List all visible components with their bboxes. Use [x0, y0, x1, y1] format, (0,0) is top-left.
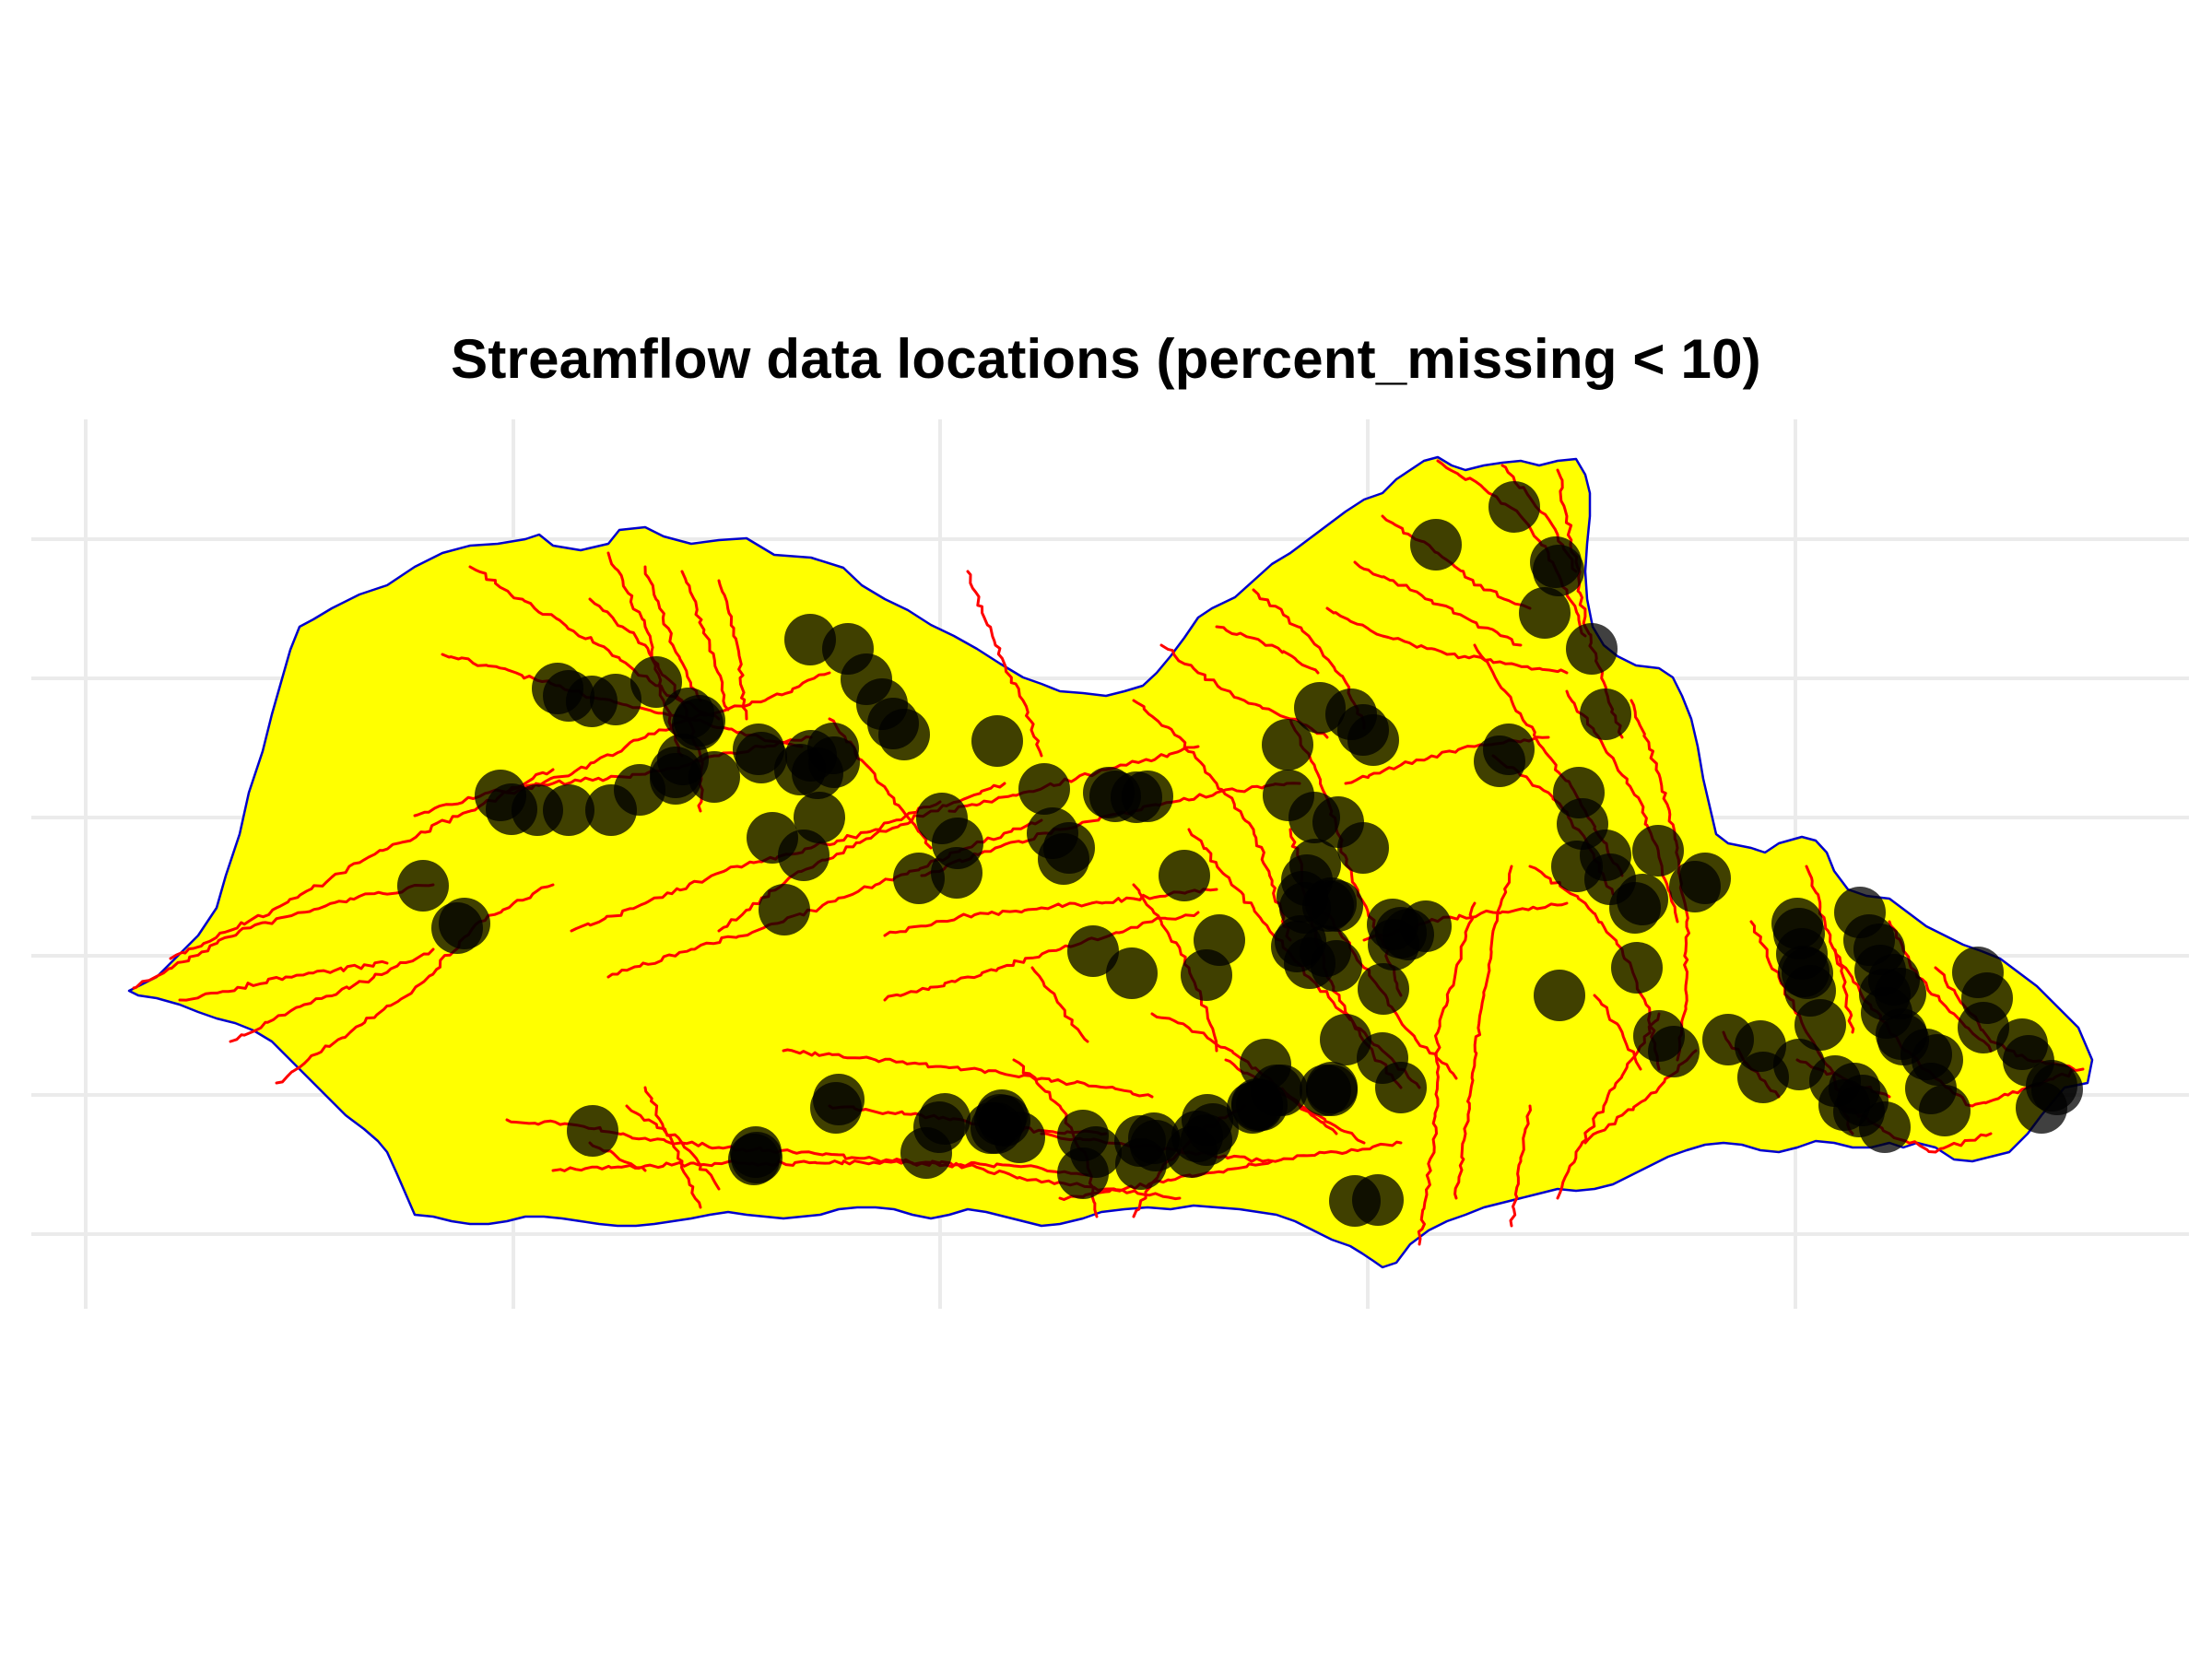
stream-57 — [1509, 1104, 1532, 1228]
plot-title: Streamflow data locations (percent_missi… — [451, 328, 1761, 390]
station-marker-49 — [931, 847, 982, 899]
station-marker-139 — [1961, 972, 2013, 1024]
station-marker-101 — [1669, 861, 1721, 912]
station-marker-2 — [1410, 519, 1462, 571]
station-marker-167 — [900, 1127, 952, 1179]
station-marker-130 — [1919, 1085, 1971, 1136]
station-marker-61 — [1159, 850, 1210, 901]
stream-72 — [1030, 966, 1089, 1043]
stream-19 — [883, 888, 1218, 937]
station-marker-72 — [1337, 822, 1389, 874]
station-marker-68 — [1262, 719, 1313, 771]
station-marker-58 — [1038, 833, 1089, 885]
station-marker-106 — [1648, 1026, 1700, 1077]
station-marker-7 — [1580, 688, 1631, 740]
station-marker-39 — [397, 860, 449, 912]
station-marker-180 — [1187, 1103, 1239, 1155]
station-marker-148 — [1320, 1014, 1371, 1065]
station-marker-59 — [1067, 925, 1119, 977]
station-marker-104 — [1611, 942, 1663, 994]
stream-22 — [782, 1048, 1154, 1099]
stream-14 — [717, 579, 748, 721]
station-marker-170 — [971, 1102, 1022, 1154]
station-marker-145 — [1818, 1079, 1870, 1131]
station-marker-60 — [1106, 947, 1158, 999]
station-marker-48 — [893, 853, 945, 904]
station-marker-45 — [759, 884, 810, 935]
stream-26 — [625, 1104, 721, 1191]
stream-47 — [1325, 606, 1569, 675]
station-marker-44 — [778, 830, 830, 881]
stream-4 — [229, 947, 435, 1043]
station-marker-131 — [1912, 1034, 1963, 1086]
station-marker-117 — [1794, 999, 1846, 1051]
station-marker-63 — [1181, 949, 1232, 1001]
station-marker-55 — [1122, 771, 1173, 822]
stream-21 — [947, 745, 1200, 813]
station-marker-85 — [1358, 963, 1409, 1015]
stream-68 — [966, 570, 1043, 758]
stream-27 — [643, 1086, 702, 1209]
station-marker-17 — [590, 674, 641, 725]
stream-1 — [132, 883, 435, 990]
stream-18 — [883, 911, 1200, 1002]
station-marker-175 — [567, 1105, 618, 1157]
station-marker-4 — [1533, 545, 1584, 596]
station-marker-41 — [439, 898, 490, 949]
stream-35 — [1215, 625, 1320, 675]
station-marker-31 — [688, 751, 740, 803]
station-marker-144 — [1859, 1101, 1911, 1153]
station-marker-172 — [813, 1074, 865, 1125]
stream-15 — [570, 800, 942, 933]
station-marker-147 — [1375, 1062, 1427, 1113]
station-marker-102 — [1609, 882, 1661, 934]
stream-3 — [178, 959, 389, 1002]
streamflow-gauge-stations — [397, 481, 2083, 1227]
stream-33 — [1132, 699, 1292, 942]
station-marker-1 — [1488, 481, 1540, 533]
station-marker-84 — [1302, 880, 1354, 932]
station-marker-103 — [1534, 970, 1585, 1021]
stream-5 — [275, 883, 555, 1085]
station-marker-176 — [731, 1132, 782, 1183]
station-marker-67 — [1347, 714, 1399, 766]
station-marker-178 — [1114, 1115, 1166, 1167]
station-marker-13 — [867, 698, 919, 749]
station-marker-18 — [630, 656, 682, 708]
station-marker-97 — [1580, 830, 1631, 881]
station-marker-27 — [543, 784, 594, 836]
station-marker-50 — [971, 715, 1023, 767]
station-marker-137 — [2026, 1060, 2077, 1112]
stream-41 — [1417, 901, 1477, 1246]
station-marker-92 — [1474, 735, 1525, 787]
station-marker-94 — [1553, 767, 1605, 818]
station-marker-6 — [1566, 623, 1618, 675]
stream-46 — [1353, 560, 1523, 647]
station-marker-30 — [650, 753, 701, 805]
station-marker-33 — [735, 732, 787, 783]
stream-45 — [1381, 514, 1532, 610]
station-marker-183 — [1251, 1065, 1302, 1116]
station-marker-51 — [1018, 763, 1070, 815]
station-marker-161 — [1057, 1147, 1109, 1199]
stream-48 — [1436, 459, 1587, 638]
station-marker-81 — [1300, 925, 1351, 977]
station-marker-160 — [1057, 1110, 1109, 1161]
station-marker-187 — [1352, 1174, 1404, 1226]
stream-12 — [643, 565, 702, 702]
stream-67 — [1593, 994, 1642, 1071]
station-marker-5 — [1519, 587, 1571, 639]
stream-13 — [680, 570, 730, 712]
station-marker-90 — [1400, 900, 1452, 952]
stream-42 — [1453, 865, 1513, 1200]
station-marker-185 — [1306, 1065, 1358, 1116]
station-marker-38 — [808, 736, 860, 788]
station-marker-99 — [1632, 825, 1684, 877]
